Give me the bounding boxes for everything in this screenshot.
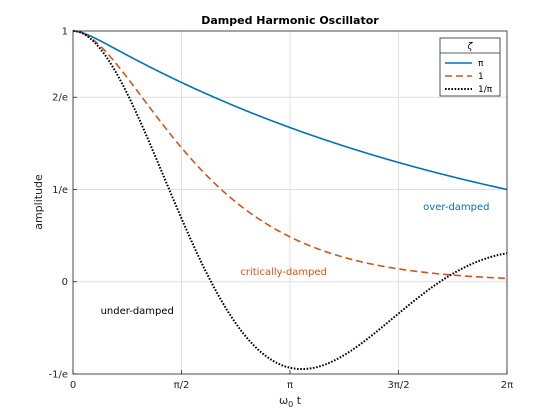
y-tick-label: 1/e <box>52 185 68 196</box>
y-tick-label: 0 <box>62 277 68 288</box>
annotation-label: critically-damped <box>240 267 327 278</box>
legend: ζ π 1 1/π <box>439 37 501 97</box>
y-axis-label: amplitude <box>32 174 45 230</box>
x-axis-label-subscript: 0 <box>288 400 293 409</box>
legend-entry-label: π <box>478 59 484 69</box>
y-tick-label: 1 <box>62 27 68 38</box>
x-axis-label: ω0 t <box>279 394 302 409</box>
y-tick-label: -1/e <box>49 370 69 381</box>
series-line-2 <box>72 30 508 280</box>
series-line-3 <box>72 30 508 371</box>
legend-entry-label: 1/π <box>478 85 493 95</box>
series-layer <box>72 30 508 371</box>
legend-entry-label: 1 <box>478 72 484 82</box>
annotation-label: over-damped <box>423 202 489 213</box>
annotation-label: under-damped <box>101 306 174 317</box>
legend-entries: π 1 1/π <box>445 59 493 95</box>
legend-box <box>439 37 501 97</box>
x-tick-label: 0 <box>70 380 76 391</box>
annotation-layer: over-damped critically-damped under-damped <box>101 202 490 317</box>
series-line-1 <box>72 30 508 191</box>
x-tick-label: 3π/2 <box>387 380 409 391</box>
x-tick-label: π <box>287 380 293 391</box>
x-tick-label: 2π <box>501 380 513 391</box>
x-tick-label: π/2 <box>174 380 190 391</box>
chart-title: Damped Harmonic Oscillator <box>201 14 379 27</box>
legend-title: ζ <box>467 42 474 52</box>
tick-layer: 0 π/2 π 3π/2 2π-1/e01/e2/e1 <box>49 27 514 392</box>
y-tick-label: 2/e <box>52 93 68 104</box>
